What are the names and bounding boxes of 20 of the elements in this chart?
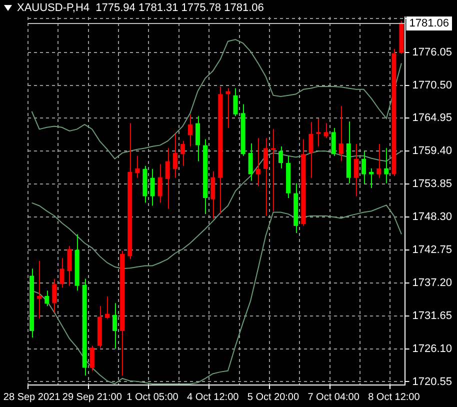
y-tick-label: 1770.50 bbox=[412, 79, 452, 92]
y-tick-label: 1776.05 bbox=[412, 46, 452, 58]
x-tick-label: 8 Oct 12:00 bbox=[368, 392, 420, 403]
y-tick-label: 1764.95 bbox=[412, 112, 452, 124]
y-tick-label: 1742.75 bbox=[412, 244, 452, 256]
x-tick-label: 4 Oct 12:00 bbox=[186, 392, 240, 403]
x-tick-label: 7 Oct 04:00 bbox=[308, 392, 360, 403]
ref-line-label: 1781.06 bbox=[409, 18, 450, 30]
x-tick-label: 29 Sep 21:00 bbox=[62, 392, 122, 403]
y-tick-label: 1720.55 bbox=[412, 376, 452, 388]
chart-title: XAUUSD-P,H4 1775.94 1781.31 1775.78 1781.06 bbox=[17, 2, 264, 14]
x-tick-label: 5 Oct 20:00 bbox=[247, 392, 300, 403]
y-tick-label: 1748.30 bbox=[412, 211, 452, 224]
y-tick-label: 1753.85 bbox=[412, 178, 452, 190]
y-tick-label: 1726.10 bbox=[412, 342, 452, 355]
x-tick-label: 1 Oct 05:00 bbox=[126, 392, 179, 403]
y-tick-label: 1731.65 bbox=[412, 310, 452, 322]
y-tick-label: 1759.40 bbox=[412, 145, 452, 158]
y-tick-label: 1737.20 bbox=[412, 276, 452, 289]
x-tick-label: 28 Sep 2021 bbox=[3, 392, 61, 403]
